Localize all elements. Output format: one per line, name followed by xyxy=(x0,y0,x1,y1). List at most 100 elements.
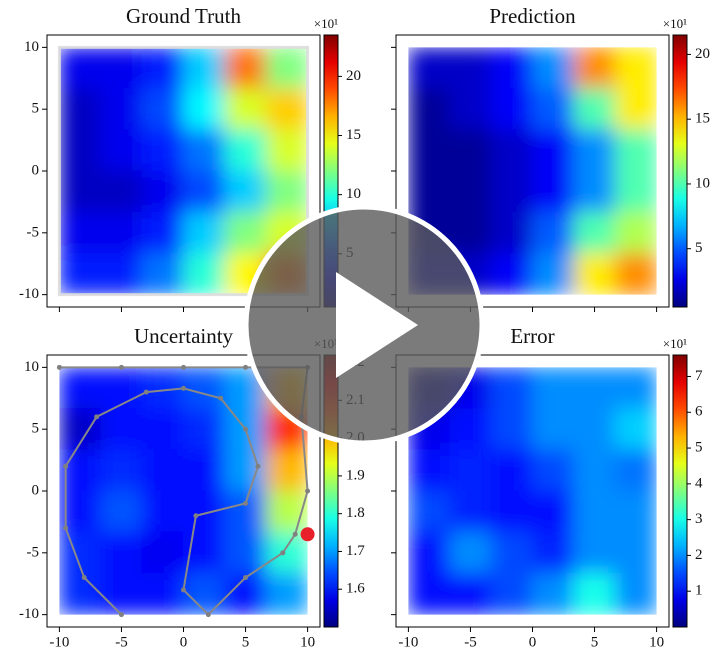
trajectory-point xyxy=(243,426,249,432)
colorbar-scale-label: ×10¹ xyxy=(663,336,687,351)
heatmap-cell xyxy=(614,211,657,254)
x-tick-label: 10 xyxy=(300,634,315,650)
colorbar-tick-label: 1.7 xyxy=(346,543,365,559)
trajectory-point xyxy=(280,550,286,556)
heatmap-cell xyxy=(183,490,226,533)
heatmap-cell xyxy=(573,408,616,451)
heatmap-cell xyxy=(573,572,616,615)
heatmap-cell xyxy=(224,449,267,492)
heatmap xyxy=(59,47,308,295)
heatmap-cell xyxy=(265,129,308,172)
heatmap-cell xyxy=(224,531,267,574)
heatmap-cell xyxy=(141,129,184,172)
colorbar xyxy=(672,34,688,308)
heatmap-cell xyxy=(532,88,575,131)
colorbar-tick-label: 5 xyxy=(695,439,703,455)
heatmap-cell xyxy=(532,367,575,410)
heatmap-cell xyxy=(59,170,102,213)
heatmap-cell xyxy=(490,47,533,90)
heatmap-cell xyxy=(59,211,102,254)
y-tick-label: -5 xyxy=(27,224,40,240)
colorbar xyxy=(672,354,688,628)
heatmap-cell xyxy=(59,47,102,90)
heatmap-cell xyxy=(449,449,492,492)
heatmap-cell xyxy=(100,531,143,574)
heatmap-cell xyxy=(100,572,143,615)
heatmap-cell xyxy=(183,367,226,410)
heatmap-cell xyxy=(490,572,533,615)
colorbar-tick-label: 2 xyxy=(695,547,703,563)
y-tick-label: -10 xyxy=(19,286,39,302)
heatmap-cell xyxy=(532,252,575,295)
trajectory-point xyxy=(255,463,261,469)
heatmap-cell xyxy=(573,88,616,131)
heatmap-cell xyxy=(183,211,226,254)
colorbar-tick-label: 6 xyxy=(695,404,703,420)
heatmap-cell xyxy=(100,88,143,131)
heatmap-cell xyxy=(141,170,184,213)
heatmap-cell xyxy=(408,88,451,131)
heatmap-cell xyxy=(141,88,184,131)
heatmap-cell xyxy=(573,490,616,533)
heatmap-cell xyxy=(265,572,308,615)
heatmap-cell xyxy=(100,449,143,492)
x-tick-label: -10 xyxy=(398,634,418,650)
heatmap-cell xyxy=(100,211,143,254)
heatmap-cell xyxy=(183,129,226,172)
heatmap-cell xyxy=(224,211,267,254)
heatmap-cell xyxy=(490,170,533,213)
heatmap-cell xyxy=(614,47,657,90)
heatmap-cell xyxy=(100,129,143,172)
heatmap-cell xyxy=(449,572,492,615)
heatmap-cell xyxy=(141,408,184,451)
heatmap-cell xyxy=(532,449,575,492)
heatmap-cell xyxy=(532,572,575,615)
colorbar-tick-label: 1.8 xyxy=(346,505,365,521)
x-tick-label: 10 xyxy=(649,634,664,650)
heatmap-cell xyxy=(141,531,184,574)
colorbar-tick-label: 20 xyxy=(695,46,710,62)
heatmap-cell xyxy=(141,449,184,492)
heatmap-cell xyxy=(490,211,533,254)
trajectory-point xyxy=(94,414,100,420)
heatmap-cell xyxy=(183,88,226,131)
y-tick-label: -5 xyxy=(27,544,40,560)
colorbar-scale-label: ×10¹ xyxy=(663,16,687,31)
frame xyxy=(57,45,310,297)
heatmap-cell xyxy=(408,170,451,213)
heatmap-cell xyxy=(573,129,616,172)
panel-title: Uncertainty xyxy=(134,324,234,348)
heatmap-cell xyxy=(224,490,267,533)
heatmap xyxy=(408,367,657,615)
colorbar-tick-label: 10 xyxy=(695,175,710,191)
heatmap-cell xyxy=(224,47,267,90)
heatmap-cell xyxy=(408,129,451,172)
heatmap-cell xyxy=(141,490,184,533)
heatmap-cell xyxy=(614,367,657,410)
heatmap-cells xyxy=(408,367,657,615)
y-tick-label: -10 xyxy=(19,606,39,622)
heatmap-cell xyxy=(614,531,657,574)
heatmap-cell xyxy=(449,88,492,131)
heatmap-cell xyxy=(100,367,143,410)
panel-title: Ground Truth xyxy=(126,4,241,28)
x-tick-label: 0 xyxy=(529,634,537,650)
colorbar-tick-label: 20 xyxy=(346,68,361,84)
colorbar-tick-label: 1.9 xyxy=(346,467,365,483)
colorbar-tick-label: 1.6 xyxy=(346,581,365,597)
x-tick-label: 5 xyxy=(591,634,599,650)
heatmap-cell xyxy=(265,490,308,533)
heatmap-cell xyxy=(449,170,492,213)
colorbar-tick-label: 4 xyxy=(695,475,703,491)
heatmap-cell xyxy=(490,252,533,295)
colorbar-tick-label: 7 xyxy=(695,368,703,384)
trajectory-point xyxy=(63,463,69,469)
colorbar-tick-label: 10 xyxy=(346,186,361,202)
heatmap-cell xyxy=(614,572,657,615)
heatmap-cell xyxy=(490,531,533,574)
colorbar-tick-label: 3 xyxy=(695,511,703,527)
heatmap-cell xyxy=(141,47,184,90)
heatmap-cell xyxy=(532,408,575,451)
heatmap-cells xyxy=(59,367,308,615)
